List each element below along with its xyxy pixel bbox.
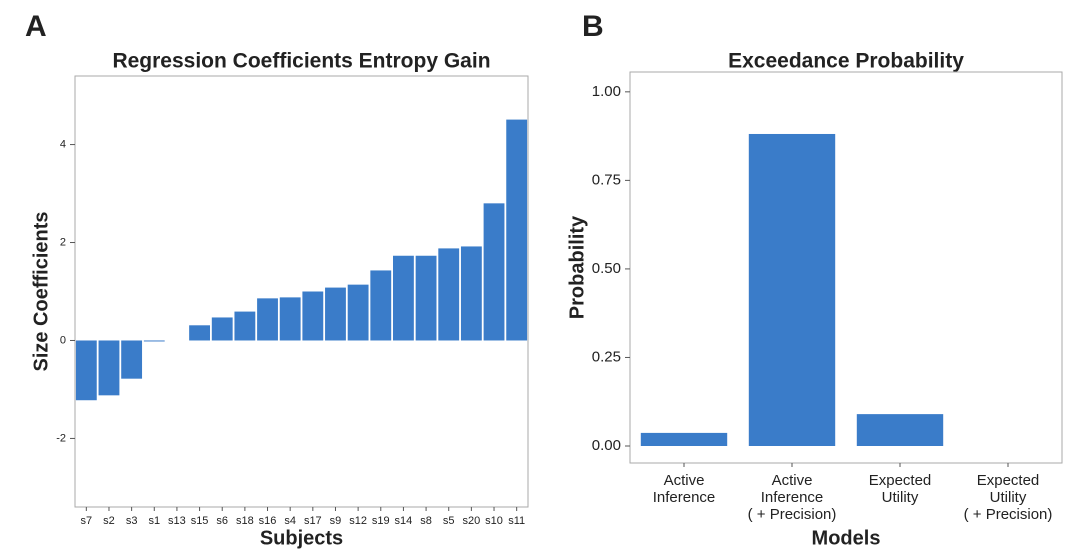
x-tick-label: Expected Utility	[869, 472, 932, 506]
x-tick-label-line: Utility	[990, 489, 1027, 506]
x-tick-label: s7	[81, 515, 93, 527]
bar	[257, 298, 278, 341]
bar	[393, 255, 414, 341]
x-tick-label: s15	[191, 515, 209, 527]
chart-title: Exceedance Probability	[728, 50, 964, 73]
bar	[856, 414, 944, 446]
bar	[189, 325, 210, 341]
x-tick-label: Expected Utility( + Precision)	[964, 472, 1053, 523]
y-tick-label: -2	[56, 432, 66, 444]
bar	[121, 340, 143, 379]
x-axis-title: Subjects	[260, 527, 343, 549]
bar	[325, 287, 346, 341]
bar	[75, 340, 97, 401]
y-tick-label: 0.75	[592, 171, 621, 188]
x-tick-label: s18	[236, 515, 254, 527]
bar	[460, 246, 482, 341]
y-tick-label: 0.00	[592, 437, 621, 454]
x-tick-label: s12	[349, 515, 367, 527]
x-tick-label: s16	[259, 515, 277, 527]
y-tick-label: 2	[60, 236, 66, 248]
bar	[483, 203, 505, 341]
bar	[347, 284, 369, 341]
y-tick-label: 4	[60, 138, 66, 150]
x-tick-label: Active Inference	[653, 472, 716, 506]
bar	[506, 119, 528, 341]
chart-panel: B Exceedance Probability 0.00 0.25 0.50 0.75 1…	[566, 10, 1063, 549]
x-tick-label-line: ( + Precision)	[964, 506, 1053, 523]
chart-title: Regression Coefficients Entropy Gain	[112, 50, 490, 73]
bar	[438, 248, 460, 341]
y-tick-label: 1.00	[592, 83, 621, 100]
x-tick-label-line: Active	[772, 472, 813, 489]
x-tick-label-line: ( + Precision)	[748, 506, 837, 523]
bar	[211, 317, 233, 341]
x-axis-title: Models	[812, 527, 881, 549]
bar	[415, 255, 437, 341]
panel-letter: B	[582, 10, 604, 43]
x-tick-label: s19	[372, 515, 390, 527]
x-tick-label: s5	[443, 515, 455, 527]
x-tick-label-line: Utility	[882, 489, 919, 506]
y-axis-title: Probability	[566, 215, 588, 319]
plot-frame	[629, 71, 1063, 464]
bar	[370, 270, 392, 341]
x-tick-label: s3	[126, 515, 138, 527]
x-tick-label: s20	[463, 515, 481, 527]
x-tick-label: s11	[508, 515, 525, 527]
panel-letter: A	[25, 10, 47, 43]
x-tick-label-line: Inference	[653, 489, 716, 506]
y-tick-label: 0.50	[592, 260, 621, 277]
bar	[302, 291, 324, 341]
x-tick-label: s10	[485, 515, 503, 527]
x-tick-label: s4	[284, 515, 296, 527]
x-tick-label: s8	[420, 515, 432, 527]
x-tick-label-line: Expected	[977, 472, 1040, 489]
x-tick-label: Active Inference( + Precision)	[748, 472, 837, 523]
x-tick-label-line: Active	[664, 472, 705, 489]
y-tick-label: 0	[60, 334, 66, 346]
bar	[98, 340, 120, 396]
x-tick-label-line: Expected	[869, 472, 932, 489]
chart-panel: A Regression Coefficients Entropy Gain -2 0…	[25, 10, 529, 549]
x-tick-label: s2	[103, 515, 115, 527]
bar	[748, 133, 836, 446]
x-tick-label: s6	[216, 515, 228, 527]
plot-frame	[74, 75, 529, 508]
x-tick-label: s14	[395, 515, 413, 527]
y-axis-title: Size Coefficients	[30, 211, 52, 371]
bar	[234, 311, 256, 341]
y-tick-label: 0.25	[592, 348, 621, 365]
bar	[143, 340, 165, 342]
x-tick-label-line: Inference	[761, 489, 824, 506]
bar	[279, 297, 301, 341]
x-tick-label: s1	[148, 515, 160, 527]
bar	[640, 432, 728, 446]
x-tick-label: s17	[304, 515, 322, 527]
x-tick-label: s13	[168, 515, 186, 527]
x-tick-label: s9	[330, 515, 342, 527]
